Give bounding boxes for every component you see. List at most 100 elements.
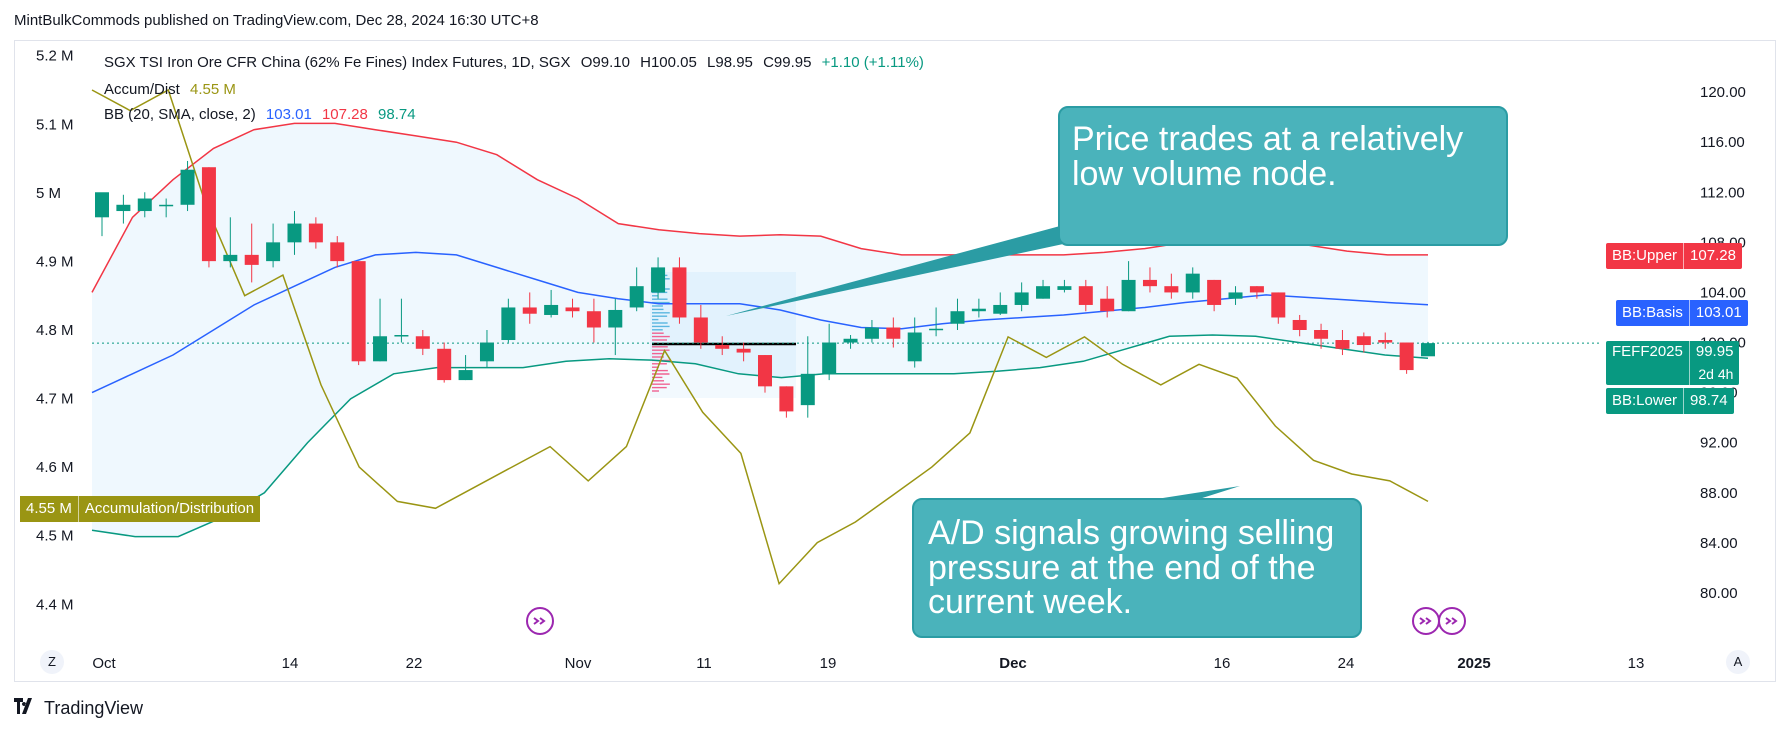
ad-axis-tick: 4.8 M xyxy=(36,322,74,339)
ad-axis-tick: 5.1 M xyxy=(36,116,74,133)
candle-body xyxy=(1057,286,1072,290)
ad-axis-tick: 4.7 M xyxy=(36,391,74,408)
candle-body xyxy=(330,242,345,262)
ad-tag-value: 4.55 M xyxy=(20,496,79,522)
candle-body xyxy=(308,223,323,243)
ad-axis-tick: 4.6 M xyxy=(36,459,74,476)
event-marker-arrow-icon xyxy=(533,617,546,625)
candle-body xyxy=(1249,286,1264,293)
callout-ad-pressure-pointer xyxy=(1150,486,1240,500)
legend-low: L98.95 xyxy=(707,54,753,71)
legend-bb-name: BB (20, SMA, close, 2) xyxy=(104,106,256,123)
chart-frame xyxy=(14,40,1776,682)
candle-body xyxy=(993,304,1008,314)
legend-ad-row: Accum/Dist 4.55 M xyxy=(104,81,242,98)
auto-scale-left-button[interactable]: Z xyxy=(40,650,64,674)
candle-body xyxy=(244,254,259,265)
tradingview-brand: TradingView xyxy=(14,698,143,719)
legend-bb-row: BB (20, SMA, close, 2) 103.01 107.28 98.… xyxy=(104,106,422,123)
candle-body xyxy=(843,338,858,343)
candle-body xyxy=(586,311,601,328)
x-axis-label: 22 xyxy=(406,655,423,672)
candle-body xyxy=(287,223,302,243)
candle-body xyxy=(1228,292,1243,299)
ad-axis-tick: 4.5 M xyxy=(36,528,74,545)
candle-body xyxy=(116,204,131,212)
x-axis-label: 2025 xyxy=(1457,655,1490,672)
bb-lower-tag-name: BB:Lower xyxy=(1606,388,1685,414)
ad-axis-tick: 4.9 M xyxy=(36,253,74,270)
candle-body xyxy=(1292,319,1307,330)
candle-body xyxy=(373,336,388,362)
event-marker-icon xyxy=(1412,607,1440,635)
bb-lower-tag-value: 98.74 xyxy=(1690,392,1728,409)
event-marker-icon xyxy=(1438,607,1466,635)
candle-body xyxy=(736,348,751,353)
callout-volume-node-pointer xyxy=(726,226,1110,316)
price-axis-tick: 80.00 xyxy=(1700,585,1738,602)
candle-body xyxy=(758,355,772,387)
publish-credit: MintBulkCommods published on TradingView… xyxy=(14,12,539,29)
tradingview-logo-icon xyxy=(14,698,38,719)
x-axis-label: 11 xyxy=(696,655,712,672)
symbol-tag-name: FEFF2025 xyxy=(1606,341,1690,385)
candle-body xyxy=(629,286,644,308)
legend-symbol: SGX TSI Iron Ore CFR China (62% Fe Fines… xyxy=(104,54,571,71)
callout-ad-pressure[interactable]: A/D signals growing selling pressure at … xyxy=(912,498,1362,638)
candle-body xyxy=(1356,336,1371,346)
x-axis-label: 16 xyxy=(1214,655,1231,672)
legend-ad-name: Accum/Dist xyxy=(104,81,180,98)
candle-body xyxy=(1014,292,1029,305)
auto-scale-right-button[interactable]: A xyxy=(1726,650,1750,674)
price-axis-tick: 112.00 xyxy=(1700,184,1745,201)
callout-volume-node[interactable]: Price trades at a relatively low volume … xyxy=(1058,106,1508,246)
candle-body xyxy=(715,345,730,349)
candle-body xyxy=(1399,342,1414,371)
candle-body xyxy=(672,267,687,318)
x-axis-label: Nov xyxy=(565,655,592,672)
bb-basis-tag: BB:Basis 103.01 xyxy=(1616,300,1748,326)
price-axis-tick: 88.00 xyxy=(1700,485,1738,502)
candle-body xyxy=(1271,292,1286,318)
event-marker-arrow-icon xyxy=(1419,617,1432,625)
symbol-tag-countdown: 2d 4h xyxy=(1698,366,1734,382)
bb-upper-tag: BB:Upper 107.28 xyxy=(1606,243,1742,269)
price-axis-tick: 120.00 xyxy=(1700,84,1746,101)
candle-body xyxy=(223,254,238,262)
candle-body xyxy=(608,309,623,328)
candle-body xyxy=(693,317,708,343)
ad-axis-tick: 5 M xyxy=(36,185,61,202)
event-marker-icon xyxy=(526,607,554,635)
symbol-price-tag: FEFF2025 99.95 2d 4h xyxy=(1606,341,1740,385)
ad-line xyxy=(91,88,1429,586)
candle-body xyxy=(779,386,794,412)
price-axis-tick: 116.00 xyxy=(1700,134,1745,151)
volume-profile-box xyxy=(650,272,796,398)
legend-high: H100.05 xyxy=(640,54,697,71)
candle-body xyxy=(800,373,815,406)
candle-body xyxy=(522,307,537,314)
candle-body xyxy=(458,370,473,381)
candle-body xyxy=(1100,298,1115,312)
candle-body xyxy=(479,342,494,362)
candle-body xyxy=(1036,286,1051,299)
bb-band-fill xyxy=(92,123,1428,537)
bb-upper-tag-name: BB:Upper xyxy=(1606,243,1685,269)
candle-body xyxy=(929,328,944,331)
candle-body xyxy=(159,204,174,207)
candle-body xyxy=(437,348,452,381)
legend-change: +1.10 (+1.11%) xyxy=(821,54,924,71)
candle-body xyxy=(415,336,430,349)
candle-body xyxy=(394,335,409,337)
candle-body xyxy=(1335,340,1350,349)
x-axis-label: 14 xyxy=(282,655,299,672)
candle-body xyxy=(864,327,879,339)
candle-body xyxy=(1421,343,1435,357)
bb-basis-tag-value: 103.01 xyxy=(1695,304,1742,321)
candle-body xyxy=(907,332,922,362)
symbol-tag-value: 99.95 xyxy=(1695,343,1734,360)
candle-body xyxy=(1378,340,1393,343)
legend-bb-basis: 103.01 xyxy=(265,106,312,123)
bb-basis-tag-name: BB:Basis xyxy=(1616,300,1690,326)
